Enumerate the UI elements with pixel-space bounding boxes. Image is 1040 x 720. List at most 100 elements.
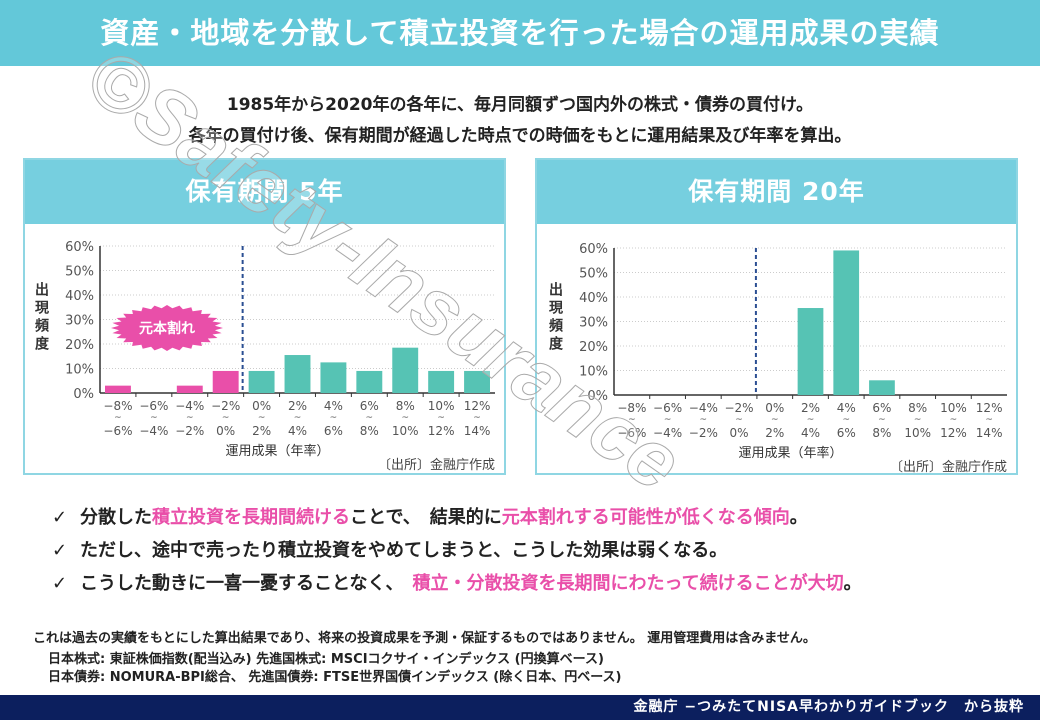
x-tick-label-from: 0% <box>252 399 271 413</box>
x-tick-label-to: −6% <box>103 424 132 438</box>
x-tick-tilde: ~ <box>114 413 122 423</box>
x-tick-tilde: ~ <box>771 415 779 425</box>
x-tick-label-from: 6% <box>360 399 379 413</box>
x-tick-label-to: 8% <box>872 426 891 440</box>
y-tick-label: 40% <box>65 289 94 304</box>
x-tick-tilde: ~ <box>700 415 708 425</box>
bar-loss <box>176 385 203 393</box>
x-tick-label-to: 4% <box>801 426 820 440</box>
x-tick-tilde: ~ <box>222 413 230 423</box>
bullet-text: ただし、途中で売ったり積立投資をやめてしまうと、こうした効果は弱くなる。 <box>80 540 728 561</box>
x-tick-label-to: −2% <box>175 424 204 438</box>
chart-title: 保有期間 20年 <box>537 160 1016 224</box>
y-tick-label: 10% <box>65 363 94 378</box>
bullet-text: 。 <box>843 573 862 594</box>
x-tick-label-from: 4% <box>837 401 856 415</box>
x-tick-tilde: ~ <box>950 415 958 425</box>
y-tick-label: 60% <box>65 240 94 255</box>
x-tick-label-from: −8% <box>103 399 132 413</box>
x-tick-label-from: 8% <box>396 399 415 413</box>
bar-gain <box>392 347 419 393</box>
source-label: 〔出所〕金融庁作成 <box>378 457 495 473</box>
bar-gain <box>869 380 895 395</box>
bullet-text: 分散した <box>80 507 152 528</box>
x-axis-label: 運用成果（年率） <box>225 443 329 459</box>
bar-gain <box>797 308 824 395</box>
chart-panel-5y: 保有期間 5年 0% 10% 20% 30% 40% 50% 60% −8% ~ −6% −6% ~ −… <box>23 158 506 475</box>
bar-gain <box>356 370 383 393</box>
x-tick-label-from: 10% <box>428 399 455 413</box>
bar-gain <box>248 370 275 393</box>
x-tick-label-from: 12% <box>976 401 1003 415</box>
x-tick-tilde: ~ <box>664 415 672 425</box>
y-tick-label: 10% <box>579 365 608 380</box>
x-tick-label-to: 6% <box>324 424 343 438</box>
bar-loss <box>105 385 131 393</box>
x-tick-label-from: −6% <box>139 399 168 413</box>
bullet-text: こうした動きに一喜一憂することなく、 <box>80 573 413 594</box>
x-tick-tilde: ~ <box>330 413 338 423</box>
x-tick-label-from: 0% <box>765 401 784 415</box>
y-tick-label: 50% <box>65 265 94 280</box>
x-tick-tilde: ~ <box>878 415 886 425</box>
bullet-point: ✓ 分散した積立投資を長期間続けることで、 結果的に元本割れする可能性が低くなる傾… <box>52 503 808 529</box>
check-icon: ✓ <box>52 573 68 594</box>
x-tick-label-from: 2% <box>801 401 820 415</box>
source-label: 〔出所〕金融庁作成 <box>890 459 1007 475</box>
y-tick-label: 0% <box>587 389 608 404</box>
x-tick-label-to: 4% <box>288 424 307 438</box>
x-tick-label-to: −6% <box>617 426 646 440</box>
x-tick-label-to: 10% <box>392 424 419 438</box>
x-tick-tilde: ~ <box>914 415 922 425</box>
x-tick-label-from: 10% <box>940 401 967 415</box>
x-tick-label-to: 12% <box>428 424 455 438</box>
x-tick-label-to: 14% <box>464 424 491 438</box>
highlight-text: 元本割れする可能性が低くなる傾向 <box>501 507 790 528</box>
footer-source: 金融庁 −つみたてNISA早わかりガイドブック から抜粋 <box>0 695 1040 720</box>
bar-gain <box>428 370 455 393</box>
y-tick-label: 50% <box>579 267 608 282</box>
loss-badge <box>111 305 223 351</box>
loss-badge-label: 元本割れ <box>139 320 195 337</box>
chart-panel-20y: 保有期間 20年 0% 10% 20% 30% 40% 50% 60% −8% ~ −6% −6% ~… <box>535 158 1018 475</box>
x-tick-label-from: −8% <box>617 401 646 415</box>
y-tick-label: 30% <box>579 316 608 331</box>
x-tick-label-from: −2% <box>724 401 753 415</box>
x-tick-tilde: ~ <box>366 413 374 423</box>
x-tick-tilde: ~ <box>294 413 302 423</box>
y-axis-label: 出現頻度 <box>33 282 49 354</box>
y-tick-label: 0% <box>73 387 94 402</box>
bullet-text: 。 <box>789 507 808 528</box>
x-tick-label-from: −4% <box>689 401 718 415</box>
intro-line-1: 1985年から2020年の各年に、毎月同額ずつ国内外の株式・債券の買付け。 <box>226 95 814 115</box>
x-tick-label-to: 14% <box>976 426 1003 440</box>
x-tick-label-from: 2% <box>288 399 307 413</box>
bullet-point: ✓ ただし、途中で売ったり積立投資をやめてしまうと、こうした効果は弱くなる。 <box>52 536 727 562</box>
x-tick-label-to: 8% <box>360 424 379 438</box>
x-tick-label-from: −4% <box>175 399 204 413</box>
bar-loss <box>212 370 239 393</box>
index-note-bonds: 日本債券: NOMURA-BPI総合、 先進国債券: FTSE世界国債インデック… <box>48 670 622 685</box>
highlight-text: 積立投資を長期間続ける <box>152 507 350 528</box>
disclaimer: これは過去の実績をもとにした算出結果であり、将来の投資成果を予測・保証するもので… <box>33 631 816 646</box>
x-tick-label-from: 12% <box>464 399 491 413</box>
check-icon: ✓ <box>52 540 68 561</box>
x-tick-label-to: 12% <box>940 426 967 440</box>
x-axis-label: 運用成果（年率） <box>738 445 842 461</box>
x-tick-tilde: ~ <box>807 415 815 425</box>
x-tick-label-from: 4% <box>324 399 343 413</box>
y-tick-label: 20% <box>579 340 608 355</box>
x-tick-label-to: 2% <box>765 426 784 440</box>
bar-gain <box>833 250 860 395</box>
x-tick-tilde: ~ <box>258 413 266 423</box>
bullet-text: ことで、 結果的に <box>350 507 502 528</box>
x-tick-label-to: 2% <box>252 424 271 438</box>
intro-line-2: 各年の買付け後、保有期間が経過した時点での時価をもとに運用結果及び年率を算出。 <box>188 126 852 146</box>
x-tick-label-to: −2% <box>689 426 718 440</box>
x-tick-tilde: ~ <box>985 415 993 425</box>
x-tick-label-to: 10% <box>904 426 931 440</box>
highlight-text: 積立・分散投資を長期間にわたって続けることが大切 <box>412 573 844 594</box>
x-tick-label-from: 6% <box>872 401 891 415</box>
x-tick-tilde: ~ <box>186 413 194 423</box>
bullet-point: ✓ こうした動きに一喜一憂することなく、 積立・分散投資を長期間にわたって続けるこ… <box>52 569 862 595</box>
